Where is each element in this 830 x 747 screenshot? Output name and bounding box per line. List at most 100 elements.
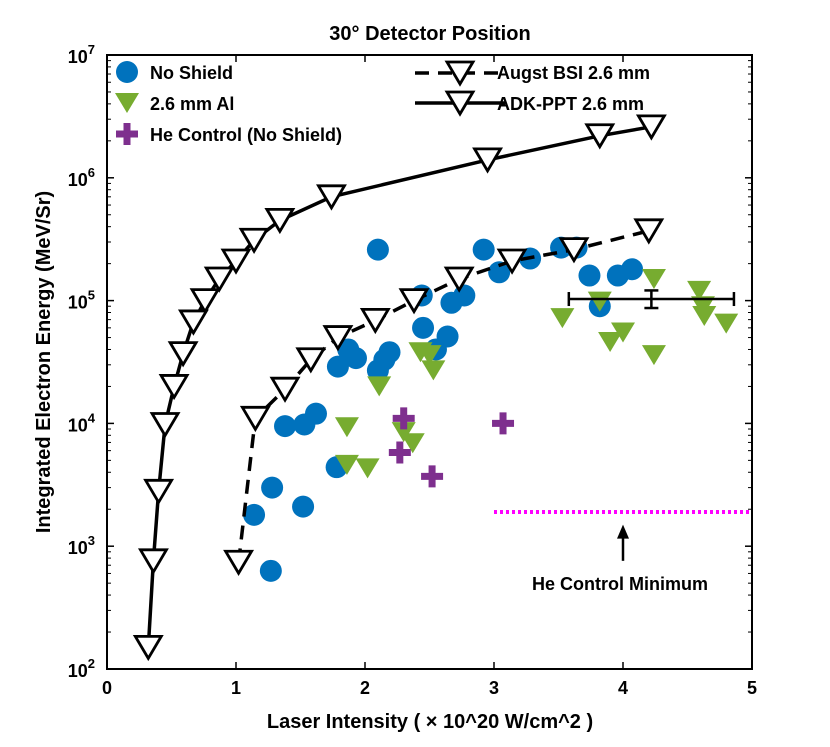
legend-label-0: No Shield — [150, 63, 233, 83]
data-point — [344, 347, 367, 370]
data-point — [334, 417, 359, 438]
data-point — [359, 307, 391, 335]
data-point — [292, 495, 315, 518]
data-point — [264, 207, 296, 235]
data-point — [304, 402, 327, 425]
data-point — [633, 218, 665, 245]
data-point — [189, 288, 221, 315]
data-point — [687, 280, 712, 301]
data-point — [261, 476, 284, 499]
data-point — [421, 465, 444, 488]
y-tick-label: 103 — [68, 533, 95, 558]
data-point — [316, 184, 347, 211]
data-point — [295, 347, 327, 374]
data-point — [274, 415, 297, 438]
data-point — [492, 412, 515, 435]
data-point — [239, 405, 271, 433]
data-point — [496, 248, 528, 275]
x-tick-label: 0 — [102, 678, 112, 698]
legend-marker-4 — [444, 90, 476, 117]
data-point — [621, 258, 644, 281]
legend-label-2: He Control (No Shield) — [150, 125, 342, 145]
data-point — [443, 266, 475, 293]
data-point — [259, 559, 282, 582]
data-point — [578, 264, 601, 287]
data-point — [714, 313, 739, 334]
data-point — [400, 433, 425, 454]
legend-label-4: ADK-PPT 2.6 mm — [497, 94, 644, 114]
data-point — [132, 634, 164, 662]
data-point — [388, 441, 411, 464]
data-point — [355, 458, 380, 479]
data-point — [584, 123, 616, 150]
data-point — [177, 309, 209, 336]
legend-label-3: Augst BSI 2.6 mm — [497, 63, 650, 83]
data-point — [367, 376, 392, 397]
data-point — [143, 478, 175, 506]
data-point — [269, 376, 301, 403]
y-tick-label: 105 — [68, 288, 95, 313]
x-tick-label: 3 — [489, 678, 499, 698]
data-point — [692, 305, 717, 326]
data-point — [436, 325, 459, 348]
data-point — [137, 548, 169, 575]
data-point — [243, 503, 266, 526]
legend: No Shield 2.6 mm Al He Control (No Shield)… — [115, 60, 650, 145]
x-axis-label: Laser Intensity ( × 10^20 W/cm^2 ) — [267, 711, 593, 733]
data-point — [472, 238, 495, 261]
y-tick-label: 102 — [68, 656, 95, 681]
data-point — [149, 412, 181, 439]
data-point — [550, 308, 575, 329]
data-point — [366, 238, 389, 261]
data-point — [326, 355, 349, 378]
y-tick-label: 107 — [68, 42, 95, 67]
data-point — [391, 422, 416, 443]
data-point — [472, 147, 504, 174]
data-point — [587, 291, 612, 312]
x-tick-label: 5 — [747, 678, 757, 698]
y-tick-label: 106 — [68, 165, 95, 190]
y-axis-label: Integrated Electron Energy (MeV/Sr) — [33, 191, 55, 533]
data-point — [412, 316, 435, 339]
chart-title: 30° Detector Position — [329, 23, 530, 45]
data-point — [398, 288, 430, 315]
legend-marker-1 — [115, 93, 139, 113]
data-point — [488, 261, 511, 284]
legend-marker-3 — [444, 60, 476, 87]
data-point — [378, 341, 401, 364]
data-point — [203, 266, 235, 293]
x-tick-label: 2 — [360, 678, 370, 698]
error-bar — [567, 289, 736, 310]
legend-label-1: 2.6 mm Al — [150, 94, 234, 114]
he-control-minimum-label: He Control Minimum — [532, 574, 708, 594]
data-point — [641, 345, 666, 366]
data-point — [238, 227, 270, 255]
data-point — [334, 454, 359, 475]
series-2-6-mm-al — [334, 268, 739, 479]
data-point — [641, 268, 666, 289]
data-point — [220, 248, 252, 275]
legend-marker-2 — [116, 123, 138, 145]
x-tick-label: 1 — [231, 678, 241, 698]
legend-marker-0 — [116, 61, 138, 83]
data-point — [598, 332, 623, 353]
x-tick-label: 4 — [618, 678, 628, 698]
data-point — [158, 374, 190, 401]
plot-frame — [106, 54, 753, 670]
y-tick-label: 104 — [68, 410, 96, 435]
data-point — [421, 360, 446, 381]
data-point — [167, 341, 199, 368]
data-point — [392, 407, 415, 430]
data-point — [322, 325, 354, 352]
data-point — [558, 237, 590, 264]
data-point — [635, 114, 667, 141]
series-adk-ppt-2-6-mm — [132, 114, 667, 662]
series-no-shield — [243, 236, 644, 582]
data-point — [611, 322, 635, 343]
series-augst-bsi-2-6-mm — [223, 218, 665, 577]
data-point — [223, 549, 255, 577]
annotation-arrow-head — [617, 524, 629, 539]
data-point — [417, 345, 442, 366]
series-he-control-no-shield- — [388, 407, 515, 488]
